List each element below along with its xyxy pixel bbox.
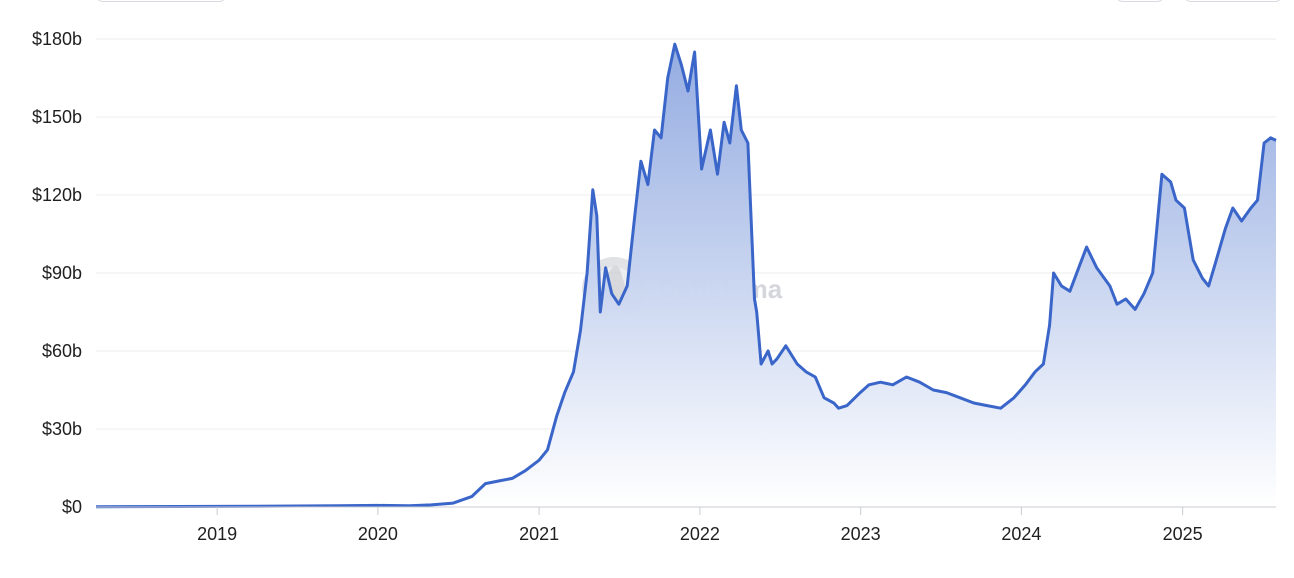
x-axis: 2019 2020 2021 2022 2023 2024 2025 — [197, 507, 1203, 544]
y-tick-label: $180b — [32, 29, 82, 49]
y-tick-label: $0 — [62, 497, 82, 517]
y-tick-label: $90b — [42, 263, 82, 283]
x-tick-label: 2025 — [1163, 524, 1203, 544]
y-axis: $0 $30b $60b $90b $120b $150b $180b — [32, 29, 82, 517]
y-tick-label: $150b — [32, 107, 82, 127]
area-fill — [96, 44, 1276, 507]
x-tick-label: 2019 — [197, 524, 237, 544]
x-tick-label: 2022 — [680, 524, 720, 544]
x-tick-label: 2024 — [1001, 524, 1041, 544]
x-tick-label: 2021 — [519, 524, 559, 544]
y-tick-label: $120b — [32, 185, 82, 205]
tvl-series-line — [95, 42, 1277, 509]
x-tick-label: 2023 — [841, 524, 881, 544]
y-tick-label: $30b — [42, 419, 82, 439]
x-tick-label: 2020 — [358, 524, 398, 544]
y-tick-label: $60b — [42, 341, 82, 361]
